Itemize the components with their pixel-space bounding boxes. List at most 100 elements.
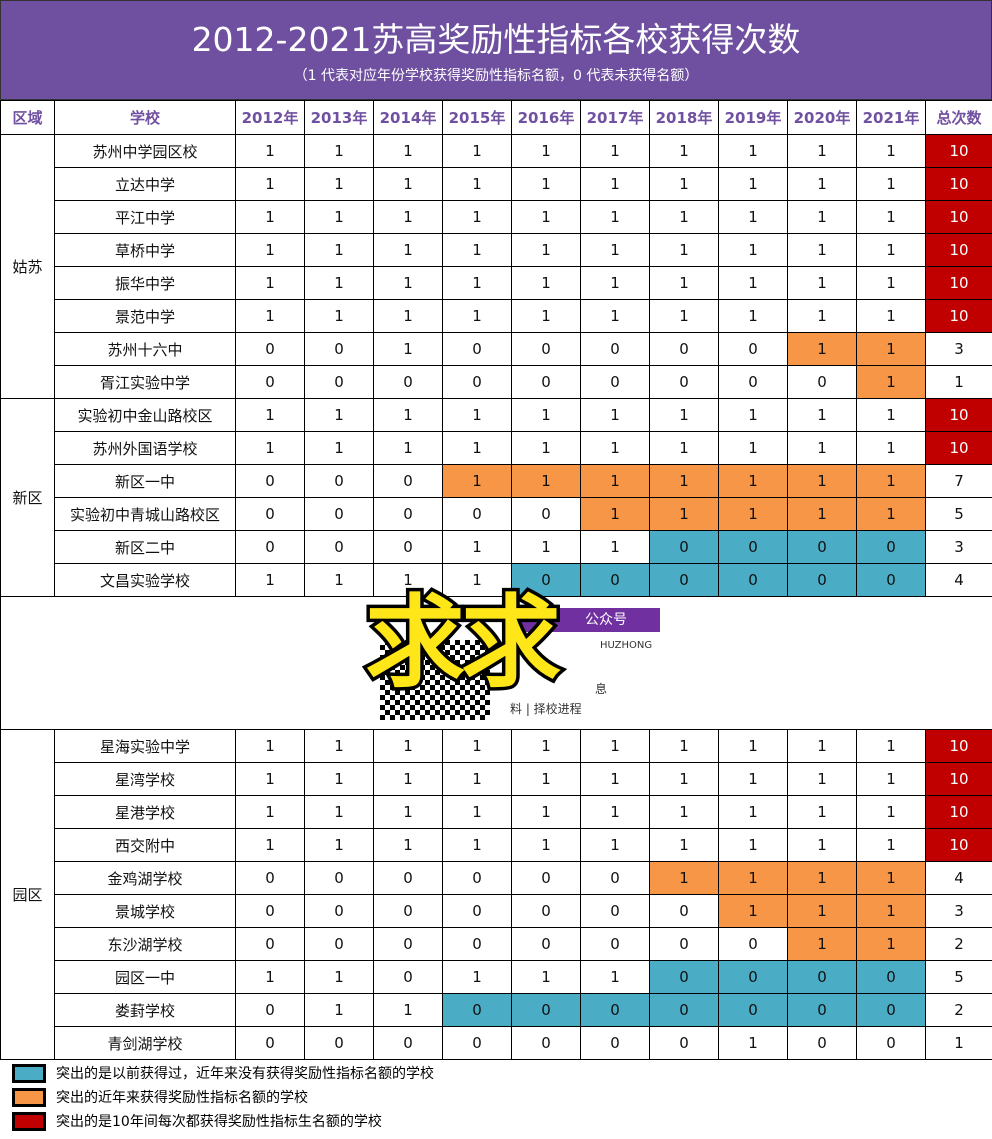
year-value: 1 [787,927,857,961]
year-value: 1 [787,299,857,333]
year-value: 0 [511,332,581,366]
total-value: 5 [925,497,992,531]
total-value: 4 [925,861,992,895]
total-value: 7 [925,464,992,498]
year-value: 0 [580,927,650,961]
page-title: 2012-2021苏高奖励性指标各校获得次数 [191,20,801,59]
year-value: 1 [718,762,788,796]
year-value: 1 [235,299,305,333]
total-value: 1 [925,365,992,399]
year-value: 1 [787,431,857,465]
gap-row [0,596,992,730]
year-value: 0 [718,530,788,564]
year-value: 0 [511,993,581,1027]
data-table: 区域 学校 2012年 2013年 2014年 2015年 2016年 2017年 2018… [0,100,992,1060]
table-row: 草桥中学 1 1 1 1 1 1 1 1 1 1 10 [1,233,992,267]
year-value: 0 [649,332,719,366]
table-row: 东沙湖学校 0 0 0 0 0 0 0 0 1 1 2 [1,927,992,961]
sticker-text: 求求 [362,584,565,701]
year-value: 0 [373,464,443,498]
table-row: 立达中学 1 1 1 1 1 1 1 1 1 1 10 [1,167,992,201]
year-value: 1 [304,795,374,829]
header-year: 2020年 [787,100,857,135]
year-value: 1 [235,200,305,234]
total-value: 10 [925,795,992,829]
year-value: 1 [304,134,374,168]
year-value: 1 [787,762,857,796]
legend-swatch [12,1111,46,1131]
year-value: 1 [373,332,443,366]
year-value: 0 [373,530,443,564]
table-row: 振华中学 1 1 1 1 1 1 1 1 1 1 10 [1,266,992,300]
year-value: 1 [304,431,374,465]
year-value: 1 [856,233,926,267]
school-name: 苏州中学园区校 [54,134,236,168]
year-value: 1 [856,828,926,862]
year-value: 0 [304,530,374,564]
year-value: 1 [856,762,926,796]
year-value: 1 [856,431,926,465]
year-value: 0 [649,365,719,399]
year-value: 1 [787,464,857,498]
year-value: 1 [649,497,719,531]
year-value: 0 [235,464,305,498]
legend-text: 突出的近年来获得奖励性指标名额的学校 [56,1090,308,1106]
page-subtitle: （1 代表对应年份学校获得奖励性指标名额，0 代表未获得名额） [293,68,699,84]
year-value: 0 [235,861,305,895]
table-row: 胥江实验中学 0 0 0 0 0 0 0 0 0 1 1 [1,365,992,399]
year-value: 1 [511,233,581,267]
year-value: 1 [856,464,926,498]
total-value: 10 [925,299,992,333]
year-value: 0 [304,497,374,531]
school-name: 胥江实验中学 [54,365,236,399]
total-value: 10 [925,266,992,300]
year-value: 1 [580,497,650,531]
year-value: 0 [718,927,788,961]
school-name: 草桥中学 [54,233,236,267]
year-value: 1 [235,762,305,796]
legend-swatch [12,1063,46,1083]
header-school: 学校 [54,100,236,135]
year-value: 0 [304,365,374,399]
year-value: 0 [718,365,788,399]
table-row: 金鸡湖学校 0 0 0 0 0 0 1 1 1 1 4 [1,861,992,895]
year-value: 1 [511,960,581,994]
year-value: 1 [442,530,512,564]
year-value: 1 [304,233,374,267]
year-value: 0 [304,332,374,366]
table-row: 文昌实验学校 1 1 1 1 0 0 0 0 0 0 4 [1,563,992,597]
year-value: 1 [787,134,857,168]
year-value: 0 [373,497,443,531]
total-value: 3 [925,332,992,366]
year-value: 0 [442,894,512,928]
year-value: 0 [580,365,650,399]
year-value: 1 [235,167,305,201]
school-name: 景范中学 [54,299,236,333]
promo-line2: 料 | 择校进程 [510,702,582,716]
year-value: 0 [442,993,512,1027]
year-value: 1 [442,431,512,465]
year-value: 1 [580,960,650,994]
header-row: 区域 学校 2012年 2013年 2014年 2015年 2016年 2017年 2018… [0,100,992,135]
year-value: 1 [235,431,305,465]
school-name: 平江中学 [54,200,236,234]
year-value: 1 [649,299,719,333]
header-year: 2012年 [235,100,305,135]
year-value: 0 [718,960,788,994]
year-value: 1 [787,729,857,763]
total-value: 10 [925,200,992,234]
year-value: 0 [511,563,581,597]
table-row: 园区一中 1 1 0 1 1 1 0 0 0 0 5 [1,960,992,994]
year-value: 0 [373,927,443,961]
year-value: 1 [718,729,788,763]
year-value: 0 [373,365,443,399]
year-value: 1 [511,464,581,498]
school-name: 实验初中金山路校区 [54,398,236,432]
school-name: 新区一中 [54,464,236,498]
year-value: 0 [649,993,719,1027]
region-cell: 姑苏 [0,134,55,399]
year-value: 1 [649,266,719,300]
year-value: 0 [373,960,443,994]
legend-item: 突出的近年来获得奖励性指标名额的学校 [12,1086,992,1108]
year-value: 0 [649,530,719,564]
